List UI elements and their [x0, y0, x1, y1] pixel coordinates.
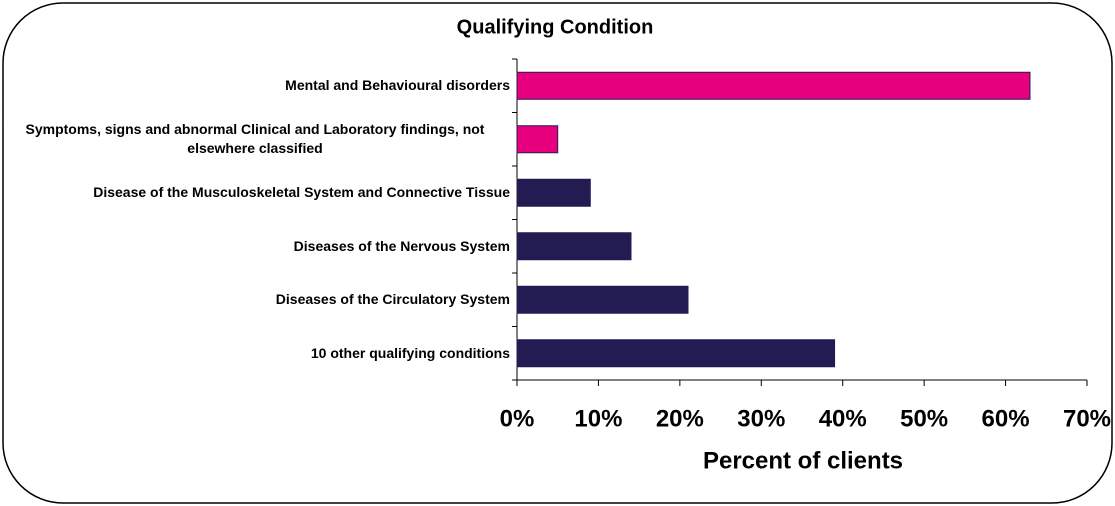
- y-tick-label-box: Diseases of the Circulatory System: [0, 290, 510, 309]
- y-tick-label: Diseases of the Nervous System: [293, 237, 510, 254]
- x-tick-label: 60%: [982, 405, 1030, 432]
- y-tick-label: Diseases of the Circulatory System: [275, 291, 510, 308]
- x-tick-label: 40%: [819, 405, 867, 432]
- y-tick-label-box: Mental and Behavioural disorders: [0, 76, 510, 95]
- x-tick-label: 0%: [500, 405, 535, 432]
- x-tick-label: 30%: [737, 405, 785, 432]
- x-axis-title: Percent of clients: [703, 447, 903, 474]
- y-tick-label: Mental and Behavioural disorders: [285, 77, 510, 94]
- bar: [516, 232, 632, 261]
- x-tick-label: 50%: [900, 405, 948, 432]
- y-tick-label-box: Disease of the Musculoskeletal System an…: [0, 183, 510, 202]
- bar: [516, 125, 559, 154]
- y-tick-label-box: Symptoms, signs and abnormal Clinical an…: [0, 120, 510, 158]
- chart-title: Qualifying Condition: [457, 16, 654, 38]
- bar: [516, 71, 1031, 100]
- y-tick-label: 10 other qualifying conditions: [310, 344, 510, 361]
- bar: [516, 339, 836, 368]
- y-tick-label-box: 10 other qualifying conditions: [0, 344, 510, 363]
- bar: [516, 178, 591, 207]
- y-tick-label: Disease of the Musculoskeletal System an…: [93, 184, 510, 201]
- y-tick-label-box: Diseases of the Nervous System: [0, 237, 510, 256]
- y-tick-label: Symptoms, signs and abnormal Clinical an…: [25, 121, 485, 157]
- x-tick-label: 20%: [656, 405, 704, 432]
- x-tick-label: 70%: [1063, 405, 1111, 432]
- bar: [516, 285, 689, 314]
- x-tick-label: 10%: [574, 405, 622, 432]
